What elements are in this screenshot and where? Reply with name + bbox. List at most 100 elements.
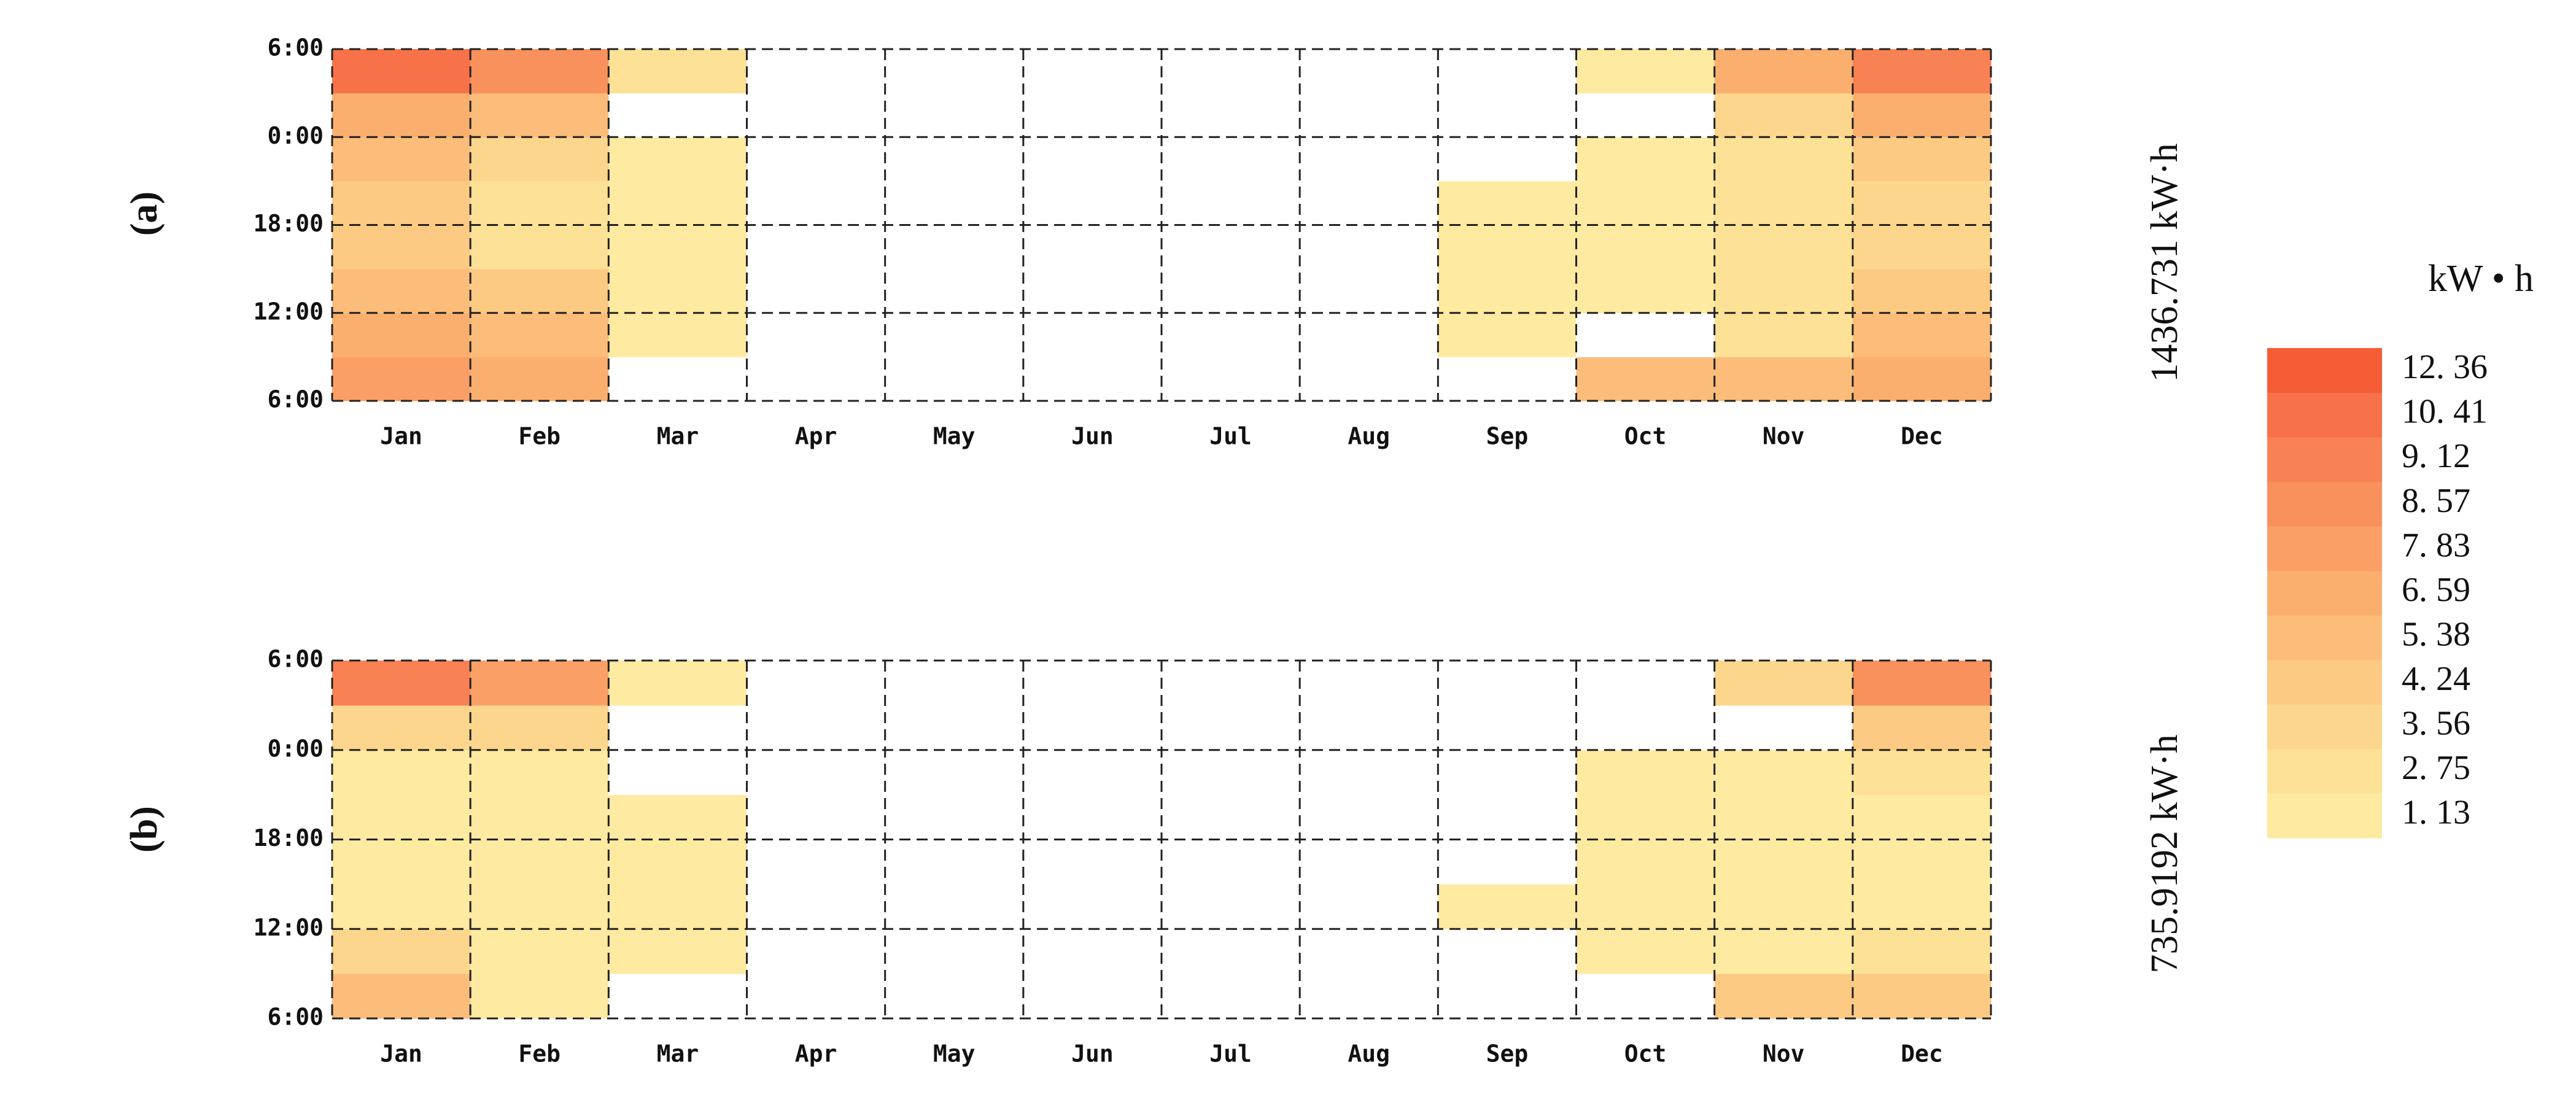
heat-cell: [1852, 750, 1992, 796]
colorbar-title: kW • h: [2428, 258, 2534, 300]
panel-label: (b): [123, 806, 165, 853]
heat-cell: [1714, 312, 1853, 357]
heat-cell: [885, 269, 1024, 314]
heat-cell: [1438, 929, 1577, 974]
heat-cell: [747, 357, 886, 401]
heat-cell: [470, 49, 609, 94]
colorbar-label: 2. 75: [2402, 749, 2470, 787]
colorbar-label: 1. 13: [2402, 794, 2470, 832]
heat-cell: [470, 839, 609, 885]
heat-cell: [1438, 269, 1577, 314]
heat-cell: [332, 750, 471, 796]
heat-cell: [1576, 49, 1715, 94]
heat-cell: [1576, 750, 1715, 796]
heat-cell: [1714, 137, 1853, 182]
heat-cell: [1300, 839, 1438, 885]
heat-cell: [1438, 794, 1577, 840]
heat-cell: [747, 137, 886, 182]
heat-cell: [470, 225, 609, 269]
heat-cell: [1576, 661, 1715, 706]
heat-cell: [1714, 225, 1853, 269]
x-tick-label: Mar: [657, 1041, 699, 1068]
heat-cell: [332, 661, 471, 706]
heat-cell: [1576, 269, 1715, 314]
heat-cell: [747, 49, 886, 94]
heat-cell: [470, 884, 609, 929]
heat-cell: [1162, 93, 1300, 138]
heat-cell: [1714, 93, 1853, 138]
colorbar-swatch: [2267, 615, 2382, 661]
x-tick-label: Jul: [1209, 1041, 1252, 1068]
heat-cell: [332, 137, 471, 182]
heat-cell: [1162, 357, 1300, 401]
y-tick-label: 0:00: [267, 122, 324, 149]
heat-cell: [1023, 269, 1162, 314]
heat-cell: [470, 137, 609, 182]
heat-cell: [1023, 839, 1162, 885]
heat-cell: [1714, 705, 1853, 751]
heat-cell: [470, 93, 609, 138]
heat-cell: [1852, 93, 1992, 138]
heat-cell: [1852, 49, 1992, 94]
heat-cell: [1162, 974, 1300, 1019]
heat-cell: [1852, 312, 1992, 357]
heat-cell: [747, 839, 886, 885]
heat-cell: [885, 929, 1024, 974]
heat-cell: [885, 312, 1024, 357]
colorbar-swatch: [2267, 793, 2382, 839]
heat-cell: [1023, 180, 1162, 225]
heat-cell: [470, 929, 609, 974]
heat-cell: [885, 839, 1024, 885]
heat-cell: [1576, 357, 1715, 401]
heat-cell: [1300, 661, 1438, 706]
heat-cell: [1714, 49, 1853, 94]
heat-cell: [1162, 269, 1300, 314]
heat-cell: [1438, 839, 1577, 885]
heat-cell: [1852, 661, 1992, 706]
heat-cell: [1300, 269, 1438, 314]
colorbar-swatch: [2267, 659, 2382, 705]
heat-cell: [747, 794, 886, 840]
heat-cell: [470, 794, 609, 840]
x-tick-label: Dec: [1901, 1041, 1943, 1068]
colorbar-swatch: [2267, 748, 2382, 794]
heat-cell: [1576, 974, 1715, 1019]
x-tick-label: Jul: [1209, 423, 1252, 450]
x-tick-label: Aug: [1348, 423, 1390, 450]
heat-cell: [1714, 839, 1853, 885]
heat-cell: [1438, 93, 1577, 138]
heat-cell: [1852, 929, 1992, 974]
total-label: 735.9192 kW·h: [2144, 734, 2186, 973]
heat-cell: [885, 93, 1024, 138]
heat-cell: [1300, 49, 1438, 94]
x-tick-label: Aug: [1348, 1041, 1390, 1068]
x-tick-label: Apr: [795, 423, 837, 450]
heat-cell: [470, 269, 609, 314]
heat-cell: [608, 312, 747, 357]
heat-cell: [608, 974, 747, 1019]
heat-cell: [747, 269, 886, 314]
heat-cell: [747, 974, 886, 1019]
heat-cell: [1300, 225, 1438, 269]
colorbar-label: 9. 12: [2402, 437, 2470, 475]
heat-cell: [885, 974, 1024, 1019]
heat-cell: [470, 750, 609, 796]
colorbar-label: 4. 24: [2402, 660, 2470, 698]
heat-cell: [1023, 705, 1162, 751]
colorbar-label: 3. 56: [2402, 704, 2470, 742]
heat-cell: [1438, 974, 1577, 1019]
heat-cell: [1576, 137, 1715, 182]
heat-cell: [1852, 974, 1992, 1019]
heat-cell: [1576, 180, 1715, 225]
heat-cell: [1438, 750, 1577, 796]
heat-cell: [1576, 794, 1715, 840]
heat-cell: [1162, 312, 1300, 357]
heat-cell: [608, 269, 747, 314]
heat-cell: [1438, 312, 1577, 357]
heat-cell: [332, 974, 471, 1019]
heat-cell: [470, 312, 609, 357]
heat-cell: [1714, 750, 1853, 796]
heat-cell: [1300, 180, 1438, 225]
y-tick-label: 0:00: [267, 735, 324, 762]
heat-cell: [1162, 794, 1300, 840]
